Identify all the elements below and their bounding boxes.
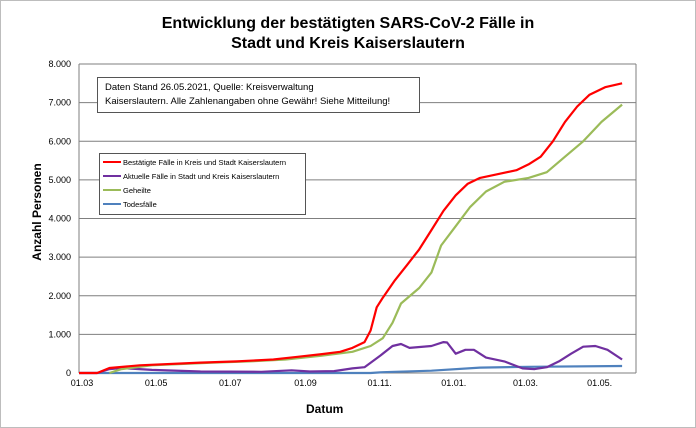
x-tick-label: 01.05 (145, 378, 168, 388)
y-tick-label: 3.000 (48, 252, 71, 262)
y-tick-label: 5.000 (48, 175, 71, 185)
x-tick-label: 01.11. (367, 378, 391, 388)
y-axis-label: Anzahl Personen (30, 163, 44, 261)
title-line-1: Entwicklung der bestätigten SARS-CoV-2 F… (161, 15, 535, 32)
x-tick-label: 01.03. (513, 378, 538, 388)
legend-swatch (103, 161, 121, 163)
y-tick-label: 6.000 (48, 136, 71, 146)
legend-item-confirmed: Bestätigte Fälle in Kreis und Stadt Kais… (103, 156, 286, 168)
x-axis-label: Datum (306, 402, 344, 416)
legend-item-deaths: Todesfälle (103, 198, 157, 210)
legend-label: Geheilte (123, 185, 151, 195)
annotation-box: Daten Stand 26.05.2021, Quelle: Kreisver… (97, 77, 420, 113)
x-tick-label: 01.09 (294, 378, 317, 388)
legend-swatch (103, 203, 121, 205)
series-line (79, 364, 623, 375)
legend-label: Todesfälle (123, 199, 157, 209)
legend-item-recovered: Geheilte (103, 184, 151, 196)
y-tick-label: 1.000 (48, 329, 71, 339)
legend-swatch (103, 175, 121, 177)
y-tick-label: 2.000 (48, 291, 71, 301)
legend-label: Aktuelle Fälle in Stadt und Kreis Kaiser… (123, 171, 280, 181)
title-line-2: Stadt und Kreis Kaiserslautern (231, 35, 465, 52)
y-tick-label: 7.000 (48, 98, 71, 108)
y-tick-label: 0 (66, 368, 71, 378)
series-line (79, 82, 623, 375)
legend-label: Bestätigte Fälle in Kreis und Stadt Kais… (123, 157, 287, 167)
series-line (79, 341, 623, 375)
chart-title: Entwicklung der bestätigten SARS-CoV-2 F… (0, 14, 696, 54)
x-tick-label: 01.05. (587, 378, 612, 388)
y-tick-label: 8.000 (48, 59, 71, 69)
x-tick-label: 01.03 (71, 378, 94, 388)
y-tick-label: 4.000 (48, 214, 71, 224)
annotation-line-1: Daten Stand 26.05.2021, Quelle: Kreisver… (105, 82, 314, 93)
legend-swatch (103, 189, 121, 191)
legend: Bestätigte Fälle in Kreis und Stadt Kais… (99, 153, 306, 215)
series-line (109, 103, 623, 375)
x-tick-label: 01.01. (441, 378, 466, 388)
legend-item-active: Aktuelle Fälle in Stadt und Kreis Kaiser… (103, 170, 279, 182)
x-tick-label: 01.07 (219, 378, 242, 388)
annotation-line-2: Kaiserslautern. Alle Zahlenangaben ohne … (105, 96, 391, 107)
